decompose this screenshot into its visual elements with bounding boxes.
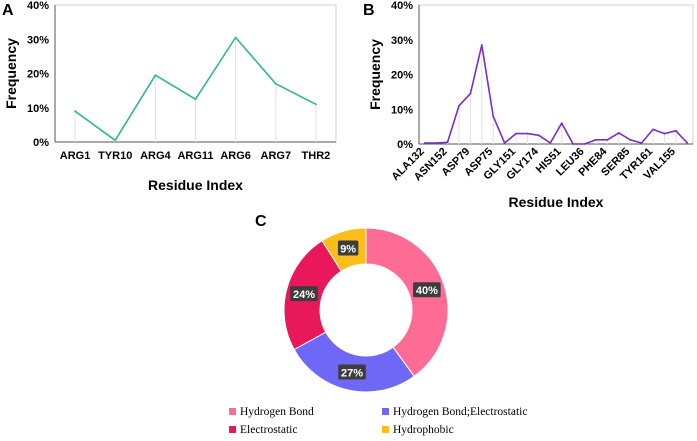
data-point [560,122,563,125]
x-tick-label: ARG7 [261,150,292,162]
x-axis-title: Residue Index [148,177,243,193]
chart-c: C 40% 27% 24% 9% Hydrogen Bond Hydrogen Bond;… [229,213,527,436]
y-tick-label: 10% [391,104,413,116]
data-point [549,142,552,144]
x-tick-label: ARG1 [60,150,91,162]
data-point [674,129,677,132]
data-point [74,110,76,113]
x-tick-label: ARG4 [140,150,171,162]
slice-label-box [338,364,366,380]
x-tick-label: ARG6 [220,150,251,162]
legend-swatch [382,426,389,433]
y-tick-label: 30% [27,34,49,46]
slice-label: 40% [416,285,438,297]
x-tick-label: THR2 [302,150,331,162]
y-tick-label: 20% [27,69,49,81]
donut-slice [365,227,449,378]
legend-label: Electrostatic [240,424,297,436]
data-point [480,44,483,46]
panel-label-a: A [2,2,14,19]
data-point [515,132,517,135]
data-point [663,132,666,135]
data-point [595,138,597,141]
slice-label: 9% [340,244,356,256]
y-axis-title: Frequency [3,38,19,109]
data-point [640,142,643,144]
data-point [503,142,506,144]
data-point [526,132,529,135]
y-tick-label: 0% [33,137,49,149]
data-point [629,138,632,141]
legend-label: Hydrophobic [393,424,454,436]
y-tick-label: 10% [27,103,49,115]
y-tick-label: 0% [397,139,413,151]
slice-label: 27% [341,367,363,379]
y-axis-title: Frequency [367,39,383,110]
y-tick-label: 20% [391,70,413,82]
data-point [274,82,277,85]
series-line [424,44,688,145]
data-point [617,131,620,134]
data-point [537,134,540,137]
x-tick-label: ARG11 [177,150,213,162]
y-tick-label: 40% [391,0,413,12]
x-tick-label: TYR10 [98,150,132,162]
data-point [435,142,438,144]
y-tick-label: 40% [27,0,49,12]
slice-label: 24% [293,289,315,301]
plot-frame [418,4,694,145]
donut-slice [293,331,415,393]
legend-swatch [229,408,236,415]
x-axis-title: Residue Index [509,194,604,210]
data-point [652,128,654,131]
data-point [234,36,237,39]
legend-swatch [229,426,236,433]
legend-label: Hydrogen Bond [240,406,314,418]
chart-b: B 0%10%20%30%40%ALA132ASN152ASP79ASP75GL… [363,0,694,210]
data-point [458,104,460,107]
data-point [572,143,575,145]
data-point [606,138,609,141]
data-point [423,142,426,144]
data-point [114,139,117,142]
panel-label-b: B [363,2,375,19]
legend-swatch [382,408,389,415]
data-point [583,143,586,145]
data-point [469,92,472,95]
panel-label-c: C [255,213,267,230]
data-point [315,103,317,106]
slice-label-box [337,240,359,256]
data-point [194,98,197,101]
chart-a: A 0% 10% 20% 30% 40% ARG1 TYR10 ARG4 ARG11 ARG6 AR… [2,0,337,193]
data-point [686,142,689,144]
data-point [492,115,495,118]
slice-label-box [290,286,318,302]
slice-label-box [413,282,441,298]
legend-label: Hydrogen Bond;Electrostatic [393,406,527,418]
data-point [446,141,449,144]
data-point [154,74,157,77]
y-tick-label: 30% [391,35,413,47]
